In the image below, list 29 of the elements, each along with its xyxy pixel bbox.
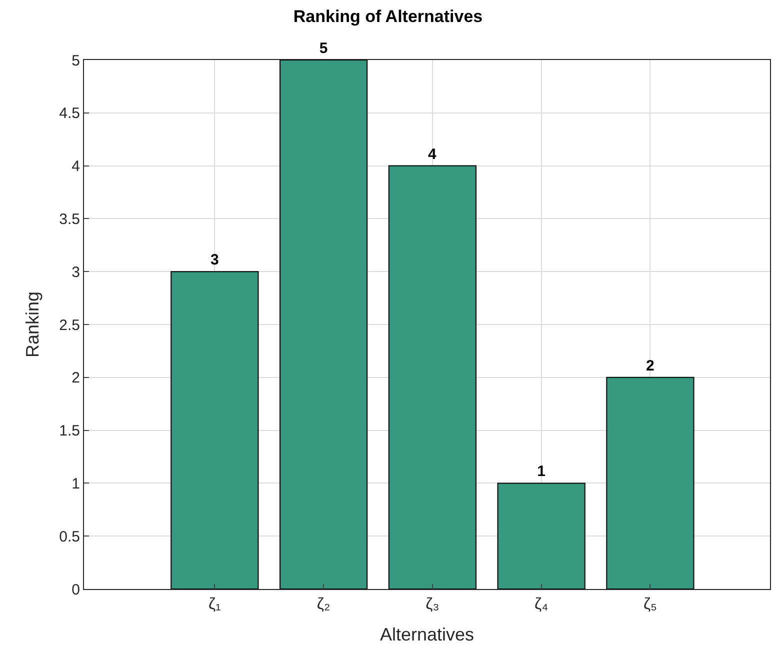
data-label: 4: [428, 146, 437, 163]
y-tick-label: 3.5: [59, 210, 80, 228]
y-tick-label: 2.5: [59, 316, 80, 334]
x-tick-label: ζ₄: [534, 596, 548, 614]
y-tick-label: 0: [72, 581, 80, 598]
y-tick-label: 3: [72, 264, 80, 281]
bar: [497, 482, 586, 589]
x-tick-label: ζ₃: [426, 596, 440, 614]
x-axis-title: Alternatives: [380, 624, 474, 644]
chart-title: Ranking of Alternatives: [293, 6, 483, 26]
data-label: 5: [319, 40, 328, 57]
y-tick-label: 1: [72, 475, 80, 492]
bar: [170, 271, 259, 589]
y-axis-title: Ranking: [22, 291, 42, 358]
bar: [606, 376, 694, 589]
y-tick-label: 0.5: [59, 528, 80, 546]
y-tick-label: 4: [72, 158, 80, 176]
y-tick-label: 1.5: [59, 422, 80, 440]
x-tick-label: ζ₅: [643, 596, 657, 614]
x-tick-label: ζ₂: [316, 596, 330, 614]
y-tick-label: 2: [72, 370, 80, 387]
bar: [280, 60, 368, 589]
x-tick-label: ζ₁: [208, 596, 221, 614]
data-label: 2: [646, 357, 654, 374]
y-tick-label: 5: [72, 52, 80, 70]
data-label: 1: [537, 463, 546, 480]
y-tick-label: 4.5: [59, 105, 80, 122]
bar: [388, 165, 476, 589]
data-label: 3: [210, 252, 219, 269]
